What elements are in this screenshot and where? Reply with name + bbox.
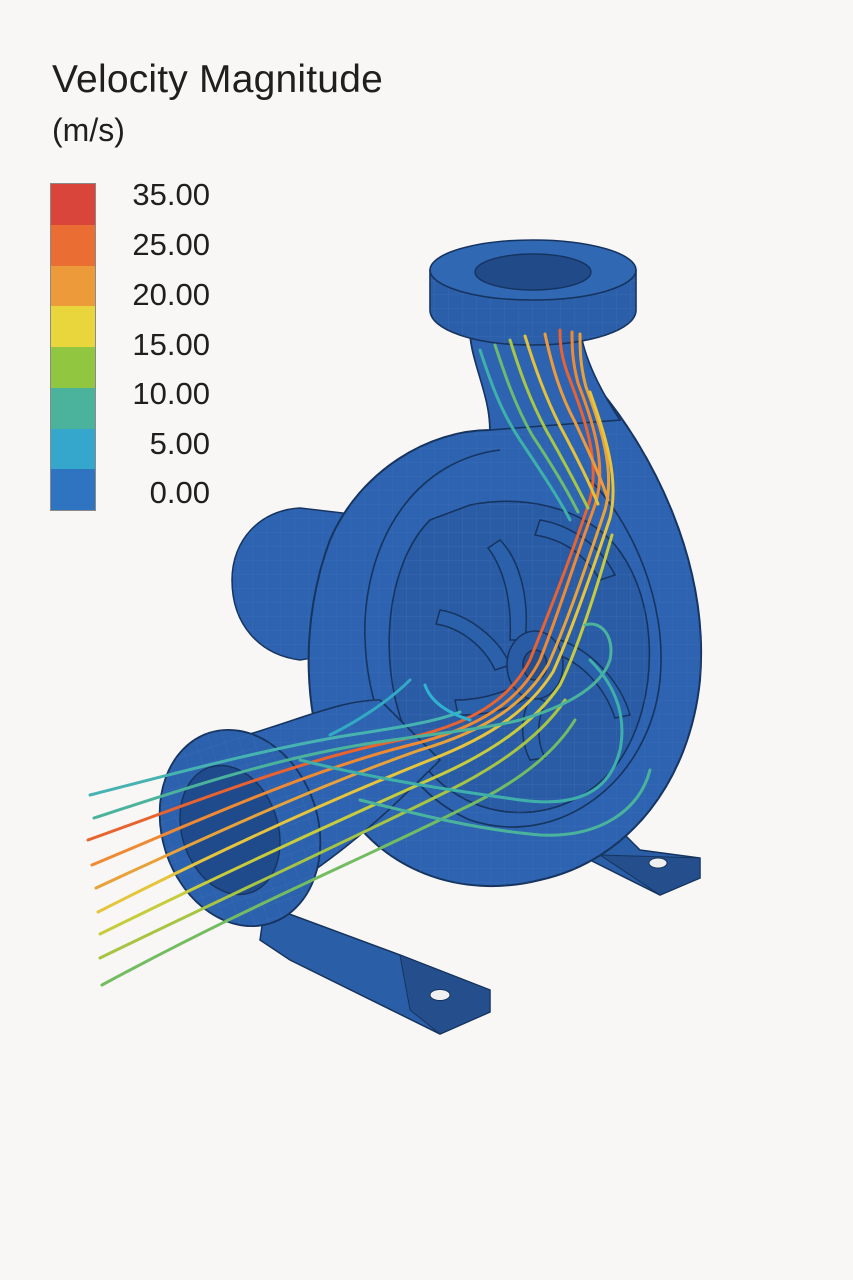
pump-feet (259, 787, 701, 1035)
colorbar-swatch-8 (51, 469, 95, 510)
tick-label: 5.00 (149, 426, 210, 461)
colorbar-swatch-6 (51, 387, 95, 429)
colorbar (50, 183, 96, 511)
tick-label: 0.00 (149, 475, 210, 510)
suction-inlet (158, 699, 442, 928)
tick-label: 15.00 (132, 327, 210, 362)
tick-label: 35.00 (132, 177, 210, 212)
colorbar-swatch-1 (51, 184, 95, 225)
colorbar-swatch-4 (51, 306, 95, 347)
discharge-flange (429, 239, 637, 431)
colorbar-swatch-3 (51, 265, 95, 307)
tick-label: 10.00 (132, 376, 210, 411)
colorbar-swatch-7 (51, 428, 95, 470)
legend-units: (m/s) (52, 112, 125, 148)
colorbar-swatch-5 (51, 347, 95, 388)
legend-title: Velocity Magnitude (52, 58, 383, 101)
tick-label: 25.00 (132, 227, 210, 262)
tick-label: 20.00 (132, 277, 210, 312)
colorbar-swatch-2 (51, 224, 95, 266)
streamlines (86, 328, 652, 987)
